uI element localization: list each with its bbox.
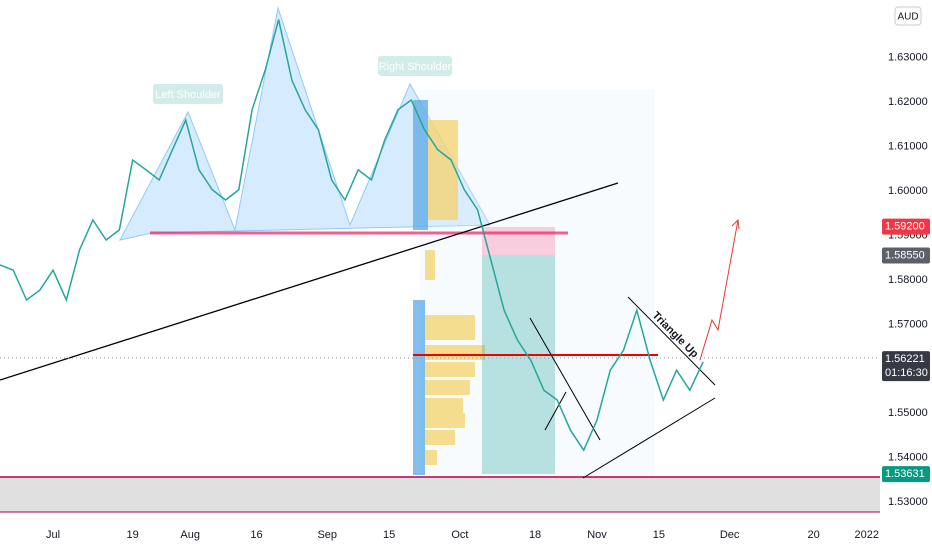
y-tick-label: 1.60000 [888, 185, 928, 197]
price-tag [882, 351, 930, 382]
price-tag-label: 1.59200 [885, 221, 925, 233]
head-shoulders [119, 6, 491, 241]
triangle-line [582, 397, 716, 479]
x-tick-label: Jul [46, 529, 60, 541]
target-zone [482, 255, 555, 474]
annotation: Right Shoulder [379, 61, 452, 73]
x-tick-label: Aug [180, 529, 200, 541]
trend-line [529, 317, 601, 441]
y-tick-label: 1.63000 [888, 52, 928, 64]
y-tick-label: 1.58000 [888, 274, 928, 286]
y-tick-label: 1.55000 [888, 407, 928, 419]
x-tick-label: 18 [529, 529, 541, 541]
stop-zone [482, 227, 555, 255]
annotation: Left Shoulder [155, 89, 221, 101]
range-zone [0, 477, 880, 512]
y-tick-label: 1.53000 [888, 496, 928, 508]
price-tag-label: 1.53631 [885, 468, 925, 480]
price-tag-label: 1.56221 [885, 353, 925, 365]
x-tick-label: 16 [250, 529, 262, 541]
price-tag-label: 1.58550 [885, 249, 925, 261]
x-tick-label: 2022 [854, 529, 878, 541]
label-box [378, 56, 452, 76]
trend-line [544, 391, 567, 431]
x-tick-label: 19 [127, 529, 139, 541]
currency-box [894, 6, 922, 26]
x-tick-label: 15 [383, 529, 395, 541]
y-tick-label: 1.57000 [888, 318, 928, 330]
projection-arrow [699, 219, 739, 361]
trend-line [0, 182, 619, 381]
x-tick-label: Oct [451, 529, 468, 541]
x-tick-label: Nov [587, 529, 607, 541]
price-tag [882, 466, 930, 483]
countdown: 01:16:30 [885, 367, 928, 379]
projection-arrow [731, 218, 740, 230]
triangle-line [627, 296, 716, 386]
price-line [0, 19, 704, 452]
x-tick-label: Sep [317, 529, 337, 541]
annotation: Triangle Up [650, 310, 701, 361]
label-box [153, 84, 223, 104]
y-tick-label: 1.61000 [888, 141, 928, 153]
y-tick-label: 1.54000 [888, 452, 928, 464]
y-tick-label: 1.62000 [888, 96, 928, 108]
x-tick-label: 20 [808, 529, 820, 541]
price-tag [882, 218, 930, 235]
currency: AUD [897, 12, 918, 23]
x-tick-label: 15 [653, 529, 665, 541]
price-tag [882, 247, 930, 264]
x-tick-label: Dec [720, 529, 740, 541]
volume-profile [413, 100, 485, 475]
